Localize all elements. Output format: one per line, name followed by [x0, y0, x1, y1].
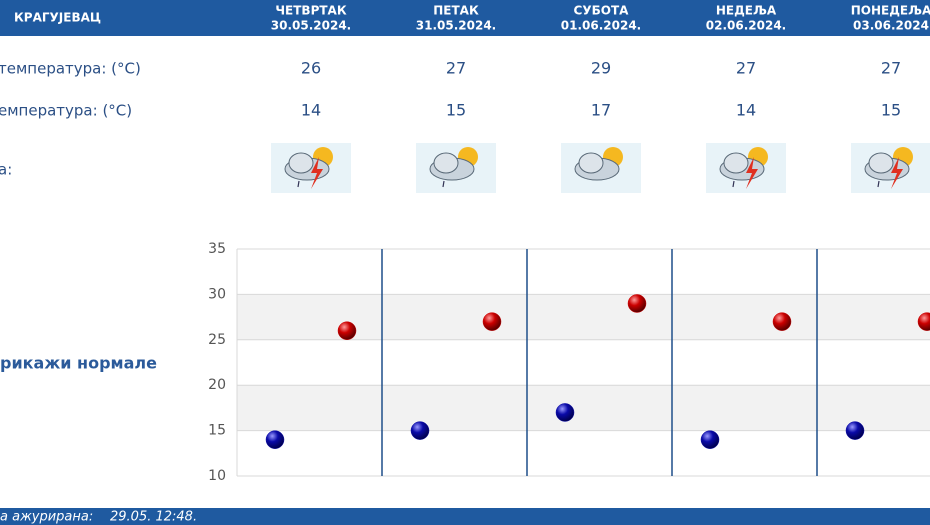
day-date: 01.06.2024.: [561, 19, 641, 33]
footer-bar: [0, 508, 930, 525]
icon-cloud: [868, 152, 894, 174]
temp-value: 27: [446, 59, 466, 78]
day-name: НЕДЕЉА: [716, 4, 777, 18]
row-label: емпература: (°C): [0, 102, 132, 120]
normals-link[interactable]: рикажи нормале: [0, 354, 157, 373]
icon-drop: [442, 180, 445, 188]
weather-icon: [851, 143, 930, 193]
temp-dot: [700, 430, 720, 449]
y-tick-label: 25: [208, 332, 226, 348]
temp-value: 15: [881, 101, 901, 120]
temp-value: 14: [301, 101, 321, 120]
y-tick-label: 35: [208, 241, 226, 257]
weather-icon: [706, 143, 786, 193]
weather-icon: [271, 143, 351, 193]
icon-cloud: [288, 152, 314, 174]
icon-cloud: [578, 152, 604, 174]
day-name: ПЕТАК: [433, 4, 479, 18]
weather-icon: [561, 143, 641, 193]
day-name: СУБОТА: [574, 4, 630, 18]
row-label: а:: [0, 161, 12, 179]
day-date: 31.05.2024.: [416, 19, 496, 33]
weather-icon: [416, 143, 496, 193]
y-tick-label: 10: [208, 468, 226, 484]
footer-label: а ажурирана:: [0, 510, 93, 525]
day-name: ЧЕТВРТАК: [275, 4, 346, 18]
y-tick-label: 15: [208, 423, 226, 439]
temp-value: 15: [446, 101, 466, 120]
temp-dot: [555, 403, 575, 422]
location: КРАГУЈЕВАЦ: [14, 11, 101, 25]
row-label: температура: (°C): [0, 60, 141, 78]
temp-dot: [627, 294, 647, 313]
icon-cloud: [433, 152, 459, 174]
temp-dot: [772, 312, 792, 331]
temp-dot: [410, 421, 430, 440]
temp-value: 27: [881, 59, 901, 78]
icon-bolt: [891, 157, 903, 189]
icon-bolt: [746, 157, 758, 189]
temp-value: 26: [301, 59, 321, 78]
y-tick-label: 30: [208, 286, 226, 302]
temp-dot: [337, 321, 357, 340]
temp-dot: [482, 312, 502, 331]
day-name: ПОНЕДЕЉА: [851, 4, 930, 18]
header-bar: [0, 0, 930, 36]
icon-drop: [732, 180, 735, 188]
temp-dot: [917, 312, 930, 331]
grid-band: [237, 385, 930, 431]
icon-drop: [297, 180, 300, 188]
day-date: 30.05.2024.: [271, 19, 351, 33]
y-tick-label: 20: [208, 377, 226, 393]
footer-updated: 29.05. 12:48.: [110, 510, 197, 525]
icon-drop: [877, 180, 880, 188]
temp-value: 17: [591, 101, 611, 120]
temp-dot: [845, 421, 865, 440]
temp-value: 29: [591, 59, 611, 78]
icon-cloud: [723, 152, 749, 174]
day-date: 03.06.2024: [853, 19, 929, 33]
temp-value: 27: [736, 59, 756, 78]
icon-bolt: [311, 157, 323, 189]
temp-dot: [265, 430, 285, 449]
day-date: 02.06.2024.: [706, 19, 786, 33]
temp-value: 14: [736, 101, 756, 120]
